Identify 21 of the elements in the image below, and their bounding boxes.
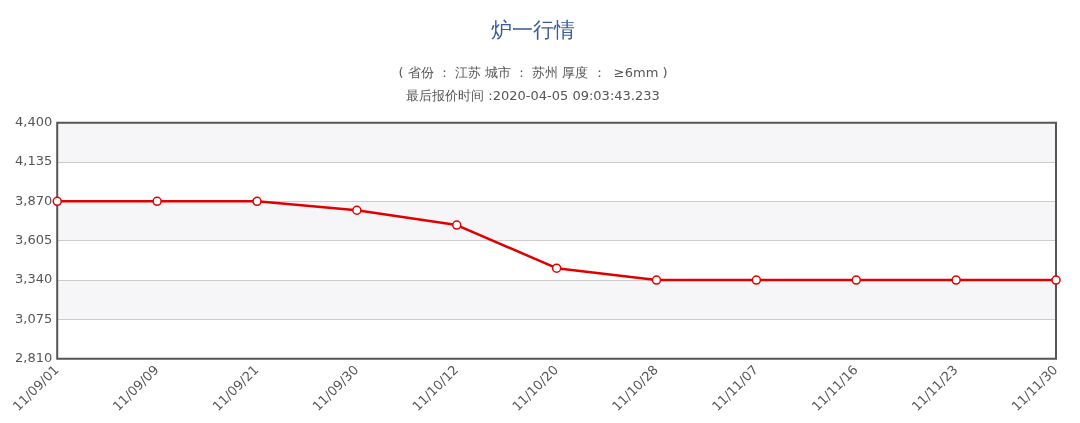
y-tick-label: 2,810 (15, 350, 53, 366)
point (352, 205, 362, 216)
point (451, 220, 462, 230)
point (551, 263, 562, 273)
y-tick-label: 4,400 (15, 114, 53, 130)
chart-title: 炉一行情 (491, 18, 575, 43)
y-tick-label: 3,340 (15, 271, 53, 287)
point (951, 275, 961, 285)
text: 最后报价时间 :2020-04-05 09:03:43.233 (406, 87, 660, 103)
point (651, 275, 662, 285)
chart-subtitle: ( 省份 ： 江苏 城市 ： 苏州 厚度 ： ≥6mm ) (398, 64, 668, 80)
point (252, 196, 262, 207)
y-tick-label: 3,605 (15, 232, 53, 248)
point (1051, 275, 1061, 285)
y-tick-label: 3,075 (15, 310, 53, 326)
y-tick-label: 3,870 (15, 192, 53, 208)
y-tick-label: 4,135 (15, 153, 53, 169)
point (152, 196, 162, 207)
point (851, 275, 861, 285)
point (751, 275, 762, 285)
point (52, 196, 62, 207)
